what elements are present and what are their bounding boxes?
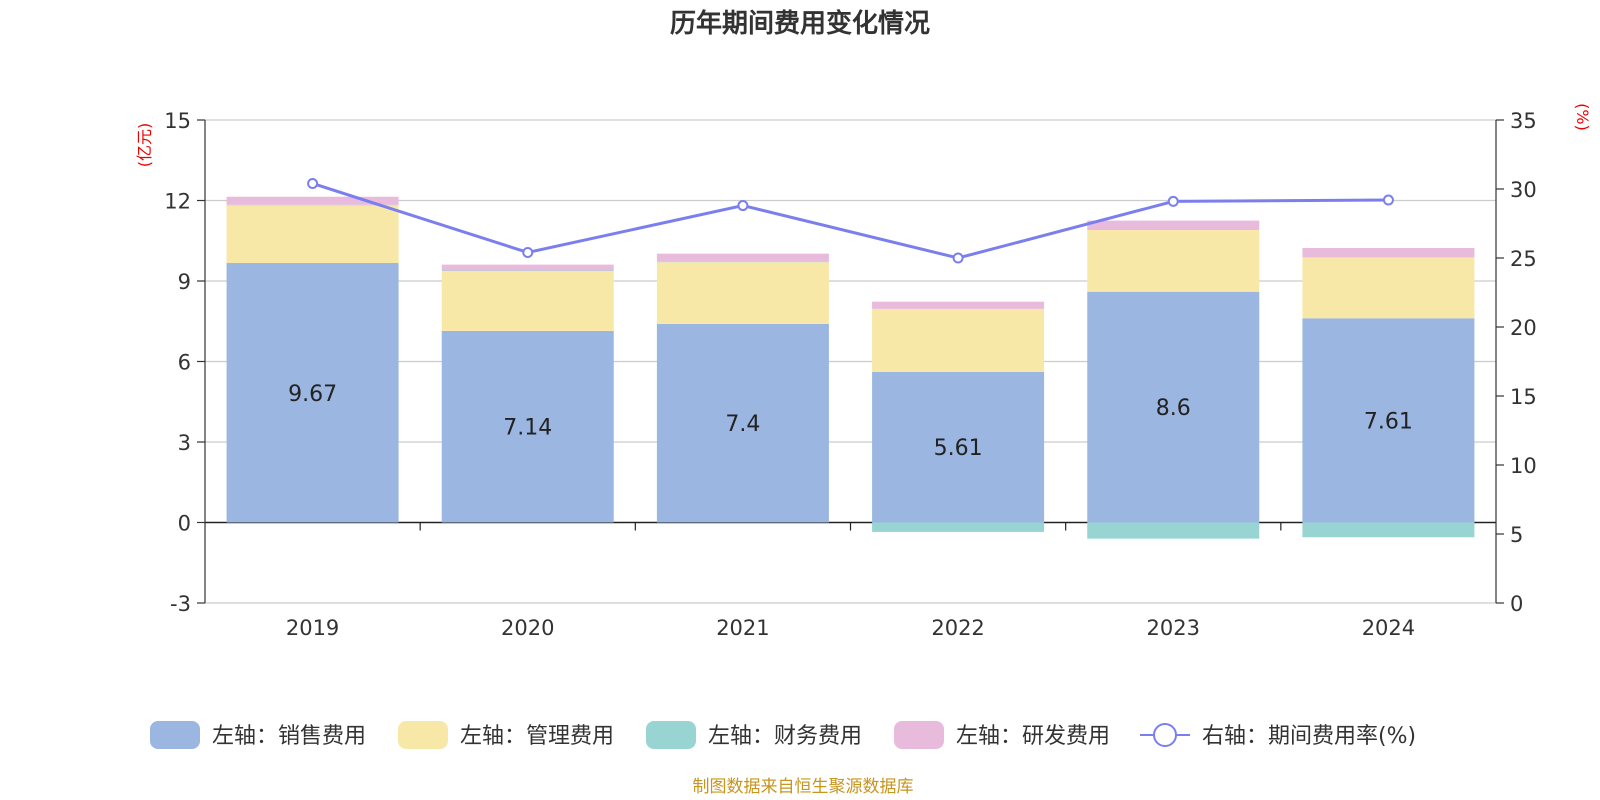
bar-value-label: 7.4 — [725, 412, 760, 437]
legend-swatch — [150, 721, 200, 749]
bar-value-label: 7.14 — [503, 416, 552, 441]
legend-label: 左轴：管理费用 — [460, 724, 614, 749]
right-tick-label: 25 — [1510, 247, 1537, 271]
legend-item-0: 左轴：销售费用 — [150, 721, 366, 749]
rate-point — [737, 200, 749, 212]
legend-item-3: 左轴：研发费用 — [894, 721, 1110, 749]
rate-point — [1382, 194, 1394, 206]
category-label: 2023 — [1147, 616, 1200, 640]
rate-point — [307, 177, 319, 189]
rate-polyline — [312, 182, 1389, 260]
bar-segment-0-0 — [226, 263, 399, 523]
left-tick-label: -3 — [170, 592, 191, 616]
bar-segment-1-3 — [872, 308, 1045, 372]
legend-label: 右轴：期间费用率(%) — [1202, 724, 1416, 749]
right-tick-label: 15 — [1510, 385, 1537, 409]
legend-label: 左轴：财务费用 — [708, 724, 862, 749]
legend-label: 左轴：研发费用 — [956, 724, 1110, 749]
source-note: 制图数据来自恒生聚源数据库 — [693, 777, 914, 797]
bar-segment-0-5 — [1302, 318, 1475, 523]
left-tick-label: 12 — [164, 190, 191, 214]
right-tick-label: 35 — [1510, 109, 1537, 133]
axes: -3 0 3 6 9 12 15 0 5 10 15 20 25 30 35 2019 2020 2021 2022… — [164, 109, 1536, 640]
right-tick-label: 30 — [1510, 178, 1537, 202]
bar-segment-0-1 — [441, 330, 614, 523]
legend: 左轴：销售费用 左轴：管理费用 左轴：财务费用 左轴：研发费用 右轴：期间费用率(%) — [150, 721, 1416, 749]
right-tick-label: 0 — [1510, 592, 1523, 616]
bar-segment-0-4 — [1087, 291, 1260, 523]
bar-segment-3-2 — [656, 253, 829, 262]
bar-segment-3-4 — [1087, 220, 1260, 231]
bar-value-label: 5.61 — [934, 436, 983, 461]
bar-segment-1-2 — [656, 262, 829, 324]
bar-segment-2-2 — [656, 261, 829, 263]
legend-item-4: 右轴：期间费用率(%) — [1140, 723, 1416, 749]
bar-segment-2-5 — [1302, 522, 1475, 538]
bar-value-label: 9.67 — [288, 382, 337, 407]
legend-swatch — [398, 721, 448, 749]
rate-line — [307, 177, 1394, 264]
bar-segment-0-3 — [872, 371, 1045, 523]
category-label: 2019 — [286, 616, 339, 640]
data-labels: 9.67 7.14 7.4 5.61 8.6 7.61 — [288, 382, 1413, 461]
left-tick-label: 6 — [178, 351, 191, 375]
bar-segment-1-0 — [226, 205, 399, 264]
left-tick-label: 9 — [178, 270, 191, 294]
legend-item-2: 左轴：财务费用 — [646, 721, 862, 749]
category-label: 2024 — [1362, 616, 1415, 640]
bars — [226, 196, 1475, 539]
rate-point — [1167, 195, 1179, 207]
bar-segment-3-5 — [1302, 247, 1475, 258]
legend-marker — [1153, 723, 1177, 747]
legend-label: 左轴：销售费用 — [212, 724, 366, 749]
bar-value-label: 8.6 — [1156, 396, 1191, 421]
bar-segment-3-0 — [226, 196, 399, 205]
bar-segment-3-3 — [872, 301, 1045, 309]
bar-value-label: 7.61 — [1364, 409, 1413, 434]
bar-segment-1-5 — [1302, 257, 1475, 319]
legend-item-1: 左轴：管理费用 — [398, 721, 614, 749]
left-tick-label: 15 — [164, 109, 191, 133]
bar-segment-1-1 — [441, 271, 614, 331]
rate-point — [952, 252, 964, 264]
right-tick-label: 10 — [1510, 454, 1537, 478]
right-axis-unit: (%) — [1573, 103, 1592, 131]
rate-point — [522, 246, 534, 258]
left-tick-label: 3 — [178, 431, 191, 455]
legend-swatch — [646, 721, 696, 749]
category-label: 2020 — [501, 616, 554, 640]
right-tick-label: 5 — [1510, 523, 1523, 547]
bar-segment-2-0 — [226, 204, 399, 206]
bar-segment-2-3 — [872, 522, 1045, 532]
chart-title: 历年期间费用变化情况 — [670, 8, 930, 39]
bar-segment-1-4 — [1087, 230, 1260, 292]
category-label: 2022 — [931, 616, 984, 640]
category-label: 2021 — [716, 616, 769, 640]
bar-segment-2-1 — [441, 270, 614, 272]
right-tick-label: 20 — [1510, 316, 1537, 340]
left-tick-label: 0 — [178, 512, 191, 536]
bar-segment-2-4 — [1087, 522, 1260, 539]
left-axis-unit: (亿元) — [135, 123, 154, 168]
bar-segment-0-2 — [656, 323, 829, 523]
legend-swatch — [894, 721, 944, 749]
grid — [205, 119, 1496, 604]
bar-segment-3-1 — [441, 264, 614, 271]
